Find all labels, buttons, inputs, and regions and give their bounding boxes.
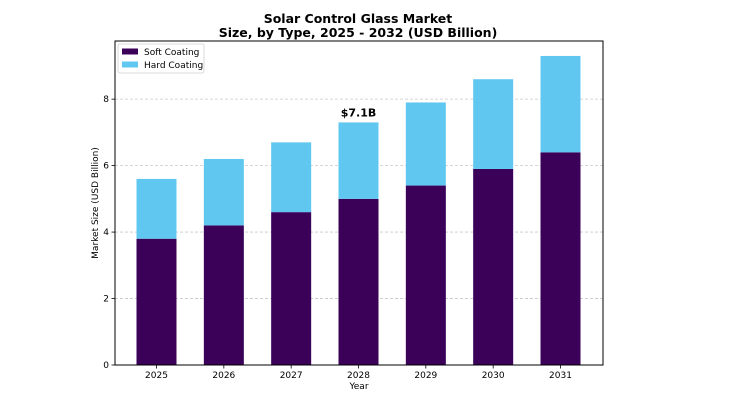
gridlines xyxy=(115,98,603,299)
legend-label-hard-coating: Hard Coating xyxy=(144,61,203,71)
legend: Soft Coating Hard Coating xyxy=(117,43,205,74)
chart-title-line-2: Size, by Type, 2025 - 2032 (USD Billion) xyxy=(219,25,498,40)
bar-hard-coating-2028 xyxy=(338,122,379,199)
y-axis-ticks: 0 2 4 6 8 xyxy=(103,95,115,371)
x-tick-label: 2025 xyxy=(145,371,168,381)
legend-swatch-soft-coating xyxy=(122,48,138,55)
legend-box xyxy=(117,43,205,74)
x-tick-label: 2026 xyxy=(212,371,235,381)
y-tick-label: 2 xyxy=(103,295,109,305)
legend-label-soft-coating: Soft Coating xyxy=(144,48,199,58)
bar-soft-coating-2029 xyxy=(405,185,446,365)
y-tick-label: 4 xyxy=(103,228,109,238)
bar-soft-coating-2027 xyxy=(271,212,312,365)
y-tick-label: 6 xyxy=(103,162,109,172)
bars xyxy=(136,55,581,365)
bar-hard-coating-2031 xyxy=(540,55,581,153)
y-axis-label: Market Size (USD Billion) xyxy=(91,147,101,259)
annotation-total-label: $7.1B xyxy=(341,106,377,119)
chart-title-line-1: Solar Control Glass Market xyxy=(264,11,453,26)
bar-hard-coating-2025 xyxy=(136,178,177,239)
bar-hard-coating-2029 xyxy=(405,102,446,186)
y-tick-label: 8 xyxy=(103,95,109,105)
bar-hard-coating-2027 xyxy=(271,142,312,213)
y-tick-label: 0 xyxy=(103,361,109,371)
x-axis-ticks: 2025 2026 2027 2028 2029 2030 2031 xyxy=(145,365,572,381)
x-tick-label: 2030 xyxy=(482,371,505,381)
x-tick-label: 2027 xyxy=(280,371,303,381)
bar-soft-coating-2031 xyxy=(540,152,581,365)
bar-soft-coating-2025 xyxy=(136,238,177,365)
bar-soft-coating-2028 xyxy=(338,198,379,365)
bar-soft-coating-2030 xyxy=(473,168,514,365)
x-tick-label: 2028 xyxy=(347,371,370,381)
plot-frame xyxy=(114,40,604,366)
legend-swatch-hard-coating xyxy=(122,61,138,68)
x-tick-label: 2029 xyxy=(414,371,437,381)
bar-soft-coating-2026 xyxy=(203,225,244,365)
x-tick-label: 2031 xyxy=(549,371,572,381)
bar-hard-coating-2026 xyxy=(203,158,244,226)
annotations: $7.1B xyxy=(341,106,377,119)
bar-hard-coating-2030 xyxy=(473,79,514,169)
x-axis-label: Year xyxy=(348,382,368,392)
